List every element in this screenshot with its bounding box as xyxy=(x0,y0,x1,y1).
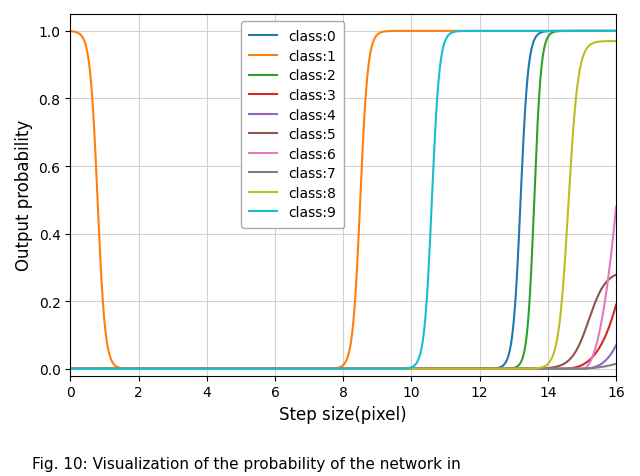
class:3 xyxy=(161,366,169,372)
class:5 xyxy=(543,366,550,371)
class:5 xyxy=(161,366,169,372)
class:0 xyxy=(543,30,550,35)
class:7 xyxy=(602,364,609,369)
class:2 xyxy=(67,366,74,372)
class:5 xyxy=(276,366,284,372)
class:0 xyxy=(67,366,74,372)
Line: class:6: class:6 xyxy=(70,207,616,369)
class:9 xyxy=(543,29,550,35)
class:3 xyxy=(300,366,307,372)
Line: class:7: class:7 xyxy=(70,364,616,369)
class:9 xyxy=(567,29,575,35)
class:0 xyxy=(612,29,620,35)
class:5 xyxy=(300,366,307,372)
Line: class:2: class:2 xyxy=(70,32,616,369)
class:0 xyxy=(300,366,307,372)
class:2 xyxy=(543,38,550,43)
Text: Fig. 10: Visualization of the probability of the network in: Fig. 10: Visualization of the probabilit… xyxy=(32,456,461,471)
class:8 xyxy=(602,39,609,45)
class:7 xyxy=(161,366,169,372)
Legend: class:0, class:1, class:2, class:3, class:4, class:5, class:6, class:7, class:8,: class:0, class:1, class:2, class:3, clas… xyxy=(241,22,344,228)
class:6 xyxy=(543,366,550,372)
class:1 xyxy=(225,366,233,372)
class:8 xyxy=(276,366,284,372)
class:1 xyxy=(300,366,307,372)
class:9 xyxy=(67,366,74,372)
class:2 xyxy=(276,366,284,372)
class:9 xyxy=(161,366,169,372)
class:6 xyxy=(129,366,136,372)
class:7 xyxy=(276,366,284,372)
class:4 xyxy=(300,366,307,372)
class:7 xyxy=(129,366,136,372)
class:9 xyxy=(276,366,284,372)
class:3 xyxy=(602,334,609,339)
class:9 xyxy=(602,29,609,35)
class:0 xyxy=(276,366,284,372)
class:8 xyxy=(300,366,307,372)
class:4 xyxy=(161,366,169,372)
class:8 xyxy=(67,366,74,372)
Line: class:3: class:3 xyxy=(70,305,616,369)
class:0 xyxy=(161,366,169,372)
Line: class:4: class:4 xyxy=(70,346,616,369)
class:3 xyxy=(67,366,74,372)
class:3 xyxy=(612,302,620,308)
class:9 xyxy=(612,29,620,35)
class:1 xyxy=(161,366,169,372)
class:3 xyxy=(543,366,550,372)
class:4 xyxy=(612,343,620,348)
class:1 xyxy=(129,366,136,372)
class:5 xyxy=(602,281,609,287)
class:1 xyxy=(602,29,609,35)
class:1 xyxy=(67,29,74,35)
class:6 xyxy=(612,204,620,210)
class:7 xyxy=(300,366,307,372)
class:5 xyxy=(612,272,620,278)
Y-axis label: Output probability: Output probability xyxy=(15,120,33,271)
class:1 xyxy=(496,29,504,35)
class:8 xyxy=(161,366,169,372)
class:9 xyxy=(129,366,136,372)
class:4 xyxy=(67,366,74,372)
class:4 xyxy=(129,366,136,372)
class:4 xyxy=(276,366,284,372)
Line: class:5: class:5 xyxy=(70,275,616,369)
class:4 xyxy=(543,366,550,372)
class:6 xyxy=(300,366,307,372)
class:8 xyxy=(612,39,620,45)
class:2 xyxy=(161,366,169,372)
class:1 xyxy=(612,29,620,35)
class:2 xyxy=(602,29,609,35)
class:9 xyxy=(300,366,307,372)
Line: class:1: class:1 xyxy=(70,32,616,369)
class:5 xyxy=(129,366,136,372)
class:7 xyxy=(67,366,74,372)
class:5 xyxy=(67,366,74,372)
class:1 xyxy=(276,366,284,372)
class:6 xyxy=(67,366,74,372)
class:0 xyxy=(129,366,136,372)
class:7 xyxy=(612,361,620,367)
Line: class:8: class:8 xyxy=(70,42,616,369)
X-axis label: Step size(pixel): Step size(pixel) xyxy=(280,405,407,423)
class:0 xyxy=(602,29,609,35)
class:6 xyxy=(161,366,169,372)
class:2 xyxy=(300,366,307,372)
class:7 xyxy=(543,366,550,372)
class:2 xyxy=(129,366,136,372)
class:1 xyxy=(543,29,551,35)
class:6 xyxy=(276,366,284,372)
Line: class:9: class:9 xyxy=(70,32,616,369)
class:8 xyxy=(543,362,550,368)
class:6 xyxy=(602,296,609,301)
class:3 xyxy=(276,366,284,372)
class:2 xyxy=(612,29,620,35)
Line: class:0: class:0 xyxy=(70,32,616,369)
class:4 xyxy=(602,358,609,364)
class:3 xyxy=(129,366,136,372)
class:8 xyxy=(129,366,136,372)
